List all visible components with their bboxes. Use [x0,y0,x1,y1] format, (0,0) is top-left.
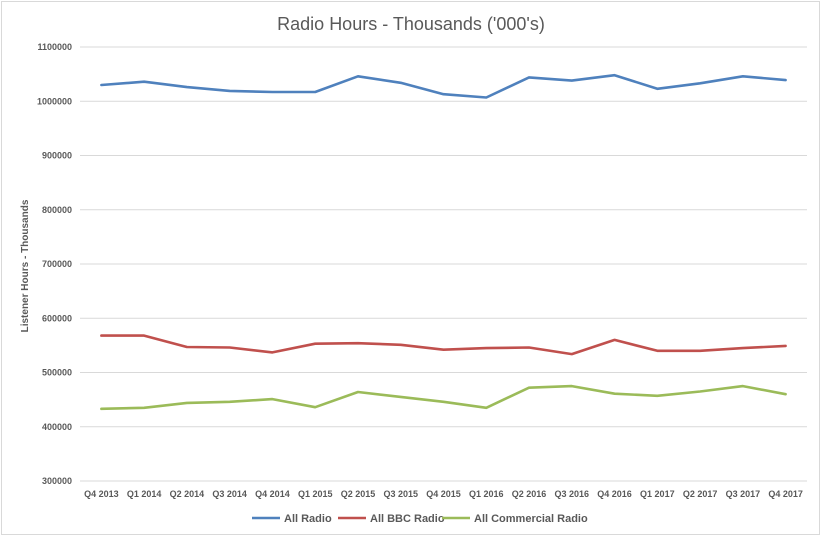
legend-label: All Radio [284,513,332,525]
x-tick-label: Q3 2014 [212,489,247,499]
y-tick-label: 300000 [42,476,72,486]
x-tick-label: Q3 2016 [555,489,590,499]
x-tick-label: Q2 2015 [341,489,376,499]
y-tick-labels: 1100000 1000000 900000 800000 700000 600000 50… [37,42,72,486]
x-tick-label: Q4 2016 [597,489,632,499]
y-tick-label: 900000 [42,151,72,161]
y-tick-label: 800000 [42,205,72,215]
legend-item: All Radio [252,513,332,525]
x-tick-label: Q4 2015 [426,489,461,499]
y-tick-label: 1000000 [37,96,72,106]
series-lines [101,75,785,409]
y-tick-label: 400000 [42,422,72,432]
x-tick-label: Q2 2017 [683,489,718,499]
y-tick-label: 1100000 [37,42,72,52]
series-line-all-commercial-radio [101,386,785,409]
chart-title: Radio Hours - Thousands ('000's) [277,14,545,34]
series-line-all-bbc-radio [101,336,785,355]
series-line-all-radio [101,75,785,97]
x-tick-label: Q4 2013 [84,489,119,499]
y-tick-label: 700000 [42,259,72,269]
legend-item: All Commercial Radio [442,513,588,525]
y-tick-label: 500000 [42,368,72,378]
x-tick-label: Q2 2014 [170,489,205,499]
x-tick-label: Q4 2017 [768,489,803,499]
legend-label: All Commercial Radio [474,513,588,525]
legend-item: All BBC Radio [338,513,445,525]
gridlines [80,47,807,481]
y-axis-title: Listener Hours - Thousands [20,199,31,332]
y-tick-label: 600000 [42,313,72,323]
x-tick-label: Q1 2016 [469,489,504,499]
x-tick-labels: Q4 2013 Q1 2014 Q2 2014 Q3 2014 Q4 2014 Q1 20… [84,489,803,499]
x-tick-label: Q3 2017 [726,489,761,499]
x-tick-label: Q2 2016 [512,489,547,499]
x-tick-label: Q1 2017 [640,489,675,499]
x-tick-label: Q1 2015 [298,489,333,499]
legend-label: All BBC Radio [370,513,445,525]
x-tick-label: Q1 2014 [127,489,162,499]
x-tick-label: Q4 2014 [255,489,290,499]
legend: All Radio All BBC Radio All Commercial Rad… [252,513,588,525]
x-tick-label: Q3 2015 [383,489,418,499]
